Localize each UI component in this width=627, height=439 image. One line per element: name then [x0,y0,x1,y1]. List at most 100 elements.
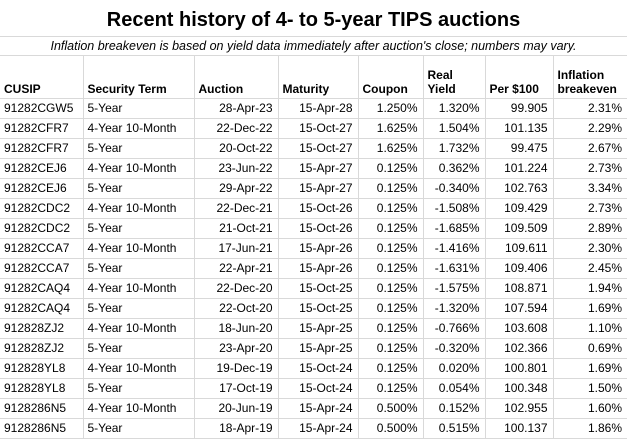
cell-security-term: 5-Year [82,378,195,399]
header-row: CUSIP Security Term Auction Maturity Cou… [0,56,627,99]
table-row: 91282CGW5 5-Year 28-Apr-23 15-Apr-28 1.250% 1… [0,98,627,119]
cell-coupon: 0.125% [357,218,424,239]
cell-real-yield: -1.508% [422,198,486,219]
cell-real-yield: -0.766% [422,318,486,339]
table-row: 912828YL8 5-Year 17-Oct-19 15-Oct-24 0.125% 0… [0,378,627,399]
cell-per-100: 102.366 [484,338,554,359]
cell-security-term: 4-Year 10-Month [82,398,195,419]
table-row: 9128286N5 4-Year 10-Month 20-Jun-19 15-Apr-… [0,398,627,419]
cell-cusip: 912828ZJ2 [0,338,84,359]
cell-coupon: 0.125% [357,358,424,379]
cell-auction-date: 22-Dec-20 [193,278,279,299]
cell-coupon: 0.500% [357,398,424,419]
cell-coupon: 1.250% [357,98,424,119]
cell-security-term: 5-Year [82,258,195,279]
cell-auction-date: 19-Dec-19 [193,358,279,379]
cell-cusip: 9128286N5 [0,398,84,419]
cell-inflation-breakeven: 2.89% [552,218,627,239]
cell-cusip: 91282CAQ4 [0,298,84,319]
cell-maturity-date: 15-Apr-26 [277,238,359,259]
cell-security-term: 5-Year [82,178,195,199]
col-header-maturity: Maturity [277,56,359,99]
cell-maturity-date: 15-Apr-24 [277,418,359,439]
cell-coupon: 0.125% [357,198,424,219]
cell-cusip: 91282CGW5 [0,98,84,119]
cell-real-yield: 0.362% [422,158,486,179]
cell-auction-date: 20-Jun-19 [193,398,279,419]
cell-auction-date: 28-Apr-23 [193,98,279,119]
table-row: 912828ZJ2 5-Year 23-Apr-20 15-Apr-25 0.125% -… [0,338,627,359]
cell-real-yield: 0.152% [422,398,486,419]
cell-per-100: 108.871 [484,278,554,299]
cell-real-yield: -1.575% [422,278,486,299]
cell-inflation-breakeven: 1.10% [552,318,627,339]
table-row: 91282CAQ4 5-Year 22-Oct-20 15-Oct-25 0.125% -… [0,298,627,319]
cell-real-yield: 0.020% [422,358,486,379]
cell-inflation-breakeven: 2.45% [552,258,627,279]
cell-maturity-date: 15-Oct-25 [277,278,359,299]
cell-per-100: 102.955 [484,398,554,419]
cell-security-term: 5-Year [82,338,195,359]
cell-per-100: 100.137 [484,418,554,439]
cell-security-term: 4-Year 10-Month [82,158,195,179]
table-row: 91282CAQ4 4-Year 10-Month 22-Dec-20 15-Oct-… [0,278,627,299]
table-row: 91282CCA7 4-Year 10-Month 17-Jun-21 15-Apr-… [0,238,627,259]
cell-real-yield: 1.732% [422,138,486,159]
cell-maturity-date: 15-Apr-28 [277,98,359,119]
cell-maturity-date: 15-Oct-25 [277,298,359,319]
col-header-inflation-breakeven: Inflation breakeven [552,56,627,99]
cell-inflation-breakeven: 1.86% [552,418,627,439]
cell-security-term: 5-Year [82,298,195,319]
cell-per-100: 107.594 [484,298,554,319]
cell-inflation-breakeven: 2.73% [552,158,627,179]
cell-per-100: 103.608 [484,318,554,339]
cell-cusip: 912828YL8 [0,358,84,379]
cell-coupon: 0.125% [357,158,424,179]
cell-auction-date: 22-Apr-21 [193,258,279,279]
col-header-per-100: Per $100 [484,56,554,99]
cell-inflation-breakeven: 2.73% [552,198,627,219]
table-row: 91282CEJ6 5-Year 29-Apr-22 15-Apr-27 0.125% -… [0,178,627,199]
col-header-real-yield: Real Yield [422,56,486,99]
cell-coupon: 0.125% [357,238,424,259]
cell-inflation-breakeven: 1.94% [552,278,627,299]
cell-security-term: 5-Year [82,98,195,119]
cell-auction-date: 22-Dec-22 [193,118,279,139]
table-row: 91282CFR7 4-Year 10-Month 22-Dec-22 15-Oct-… [0,118,627,139]
cell-real-yield: -1.320% [422,298,486,319]
cell-real-yield: 1.320% [422,98,486,119]
col-header-cusip: CUSIP [0,56,84,99]
cell-cusip: 91282CCA7 [0,238,84,259]
cell-per-100: 101.224 [484,158,554,179]
cell-inflation-breakeven: 1.69% [552,358,627,379]
table-row: 912828YL8 4-Year 10-Month 19-Dec-19 15-Oct-… [0,358,627,379]
cell-auction-date: 17-Oct-19 [193,378,279,399]
cell-security-term: 4-Year 10-Month [82,358,195,379]
cell-security-term: 4-Year 10-Month [82,198,195,219]
cell-real-yield: -1.685% [422,218,486,239]
cell-auction-date: 21-Oct-21 [193,218,279,239]
cell-inflation-breakeven: 1.50% [552,378,627,399]
cell-auction-date: 22-Dec-21 [193,198,279,219]
cell-cusip: 91282CAQ4 [0,278,84,299]
cell-coupon: 0.125% [357,178,424,199]
cell-inflation-breakeven: 3.34% [552,178,627,199]
cell-cusip: 91282CDC2 [0,198,84,219]
cell-auction-date: 22-Oct-20 [193,298,279,319]
page-title: Recent history of 4- to 5-year TIPS auct… [106,9,521,31]
table-row: 91282CEJ6 4-Year 10-Month 23-Jun-22 15-Apr-… [0,158,627,179]
cell-per-100: 100.801 [484,358,554,379]
cell-per-100: 99.475 [484,138,554,159]
cell-cusip: 91282CFR7 [0,118,84,139]
cell-real-yield: -0.340% [422,178,486,199]
cell-security-term: 4-Year 10-Month [82,238,195,259]
cell-inflation-breakeven: 0.69% [552,338,627,359]
cell-maturity-date: 15-Oct-26 [277,218,359,239]
table-body: 91282CGW5 5-Year 28-Apr-23 15-Apr-28 1.250% 1… [0,98,627,439]
table-row: 9128286N5 5-Year 18-Apr-19 15-Apr-24 0.500% 0… [0,418,627,439]
cell-per-100: 102.763 [484,178,554,199]
cell-coupon: 0.125% [357,278,424,299]
cell-per-100: 101.135 [484,118,554,139]
table-row: 912828ZJ2 4-Year 10-Month 18-Jun-20 15-Apr-… [0,318,627,339]
